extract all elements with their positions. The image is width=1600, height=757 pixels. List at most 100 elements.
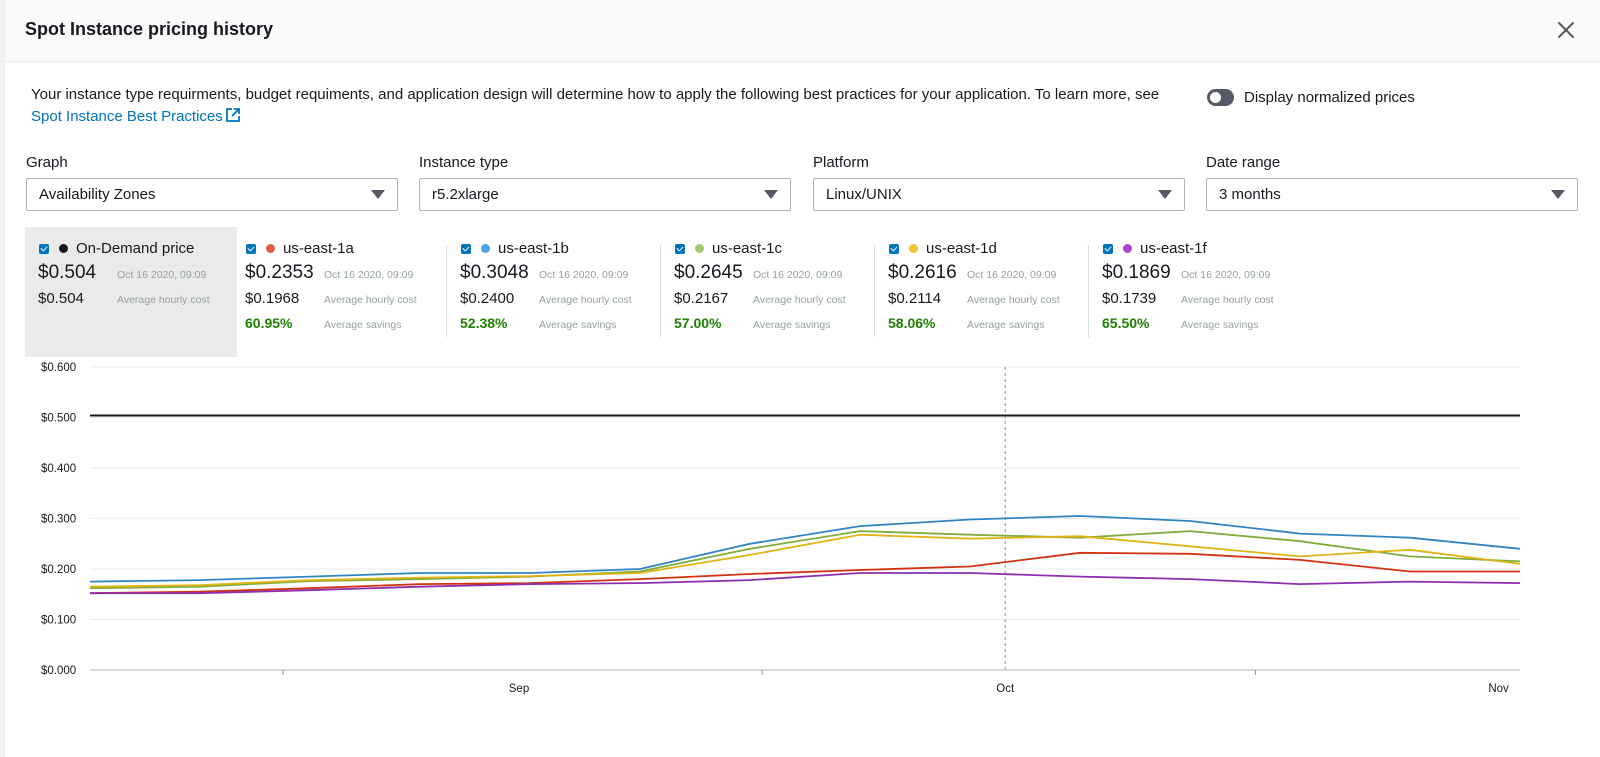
series-name: us-east-1d [926, 240, 997, 257]
series-name: us-east-1f [1140, 240, 1207, 257]
series-checkbox[interactable] [1103, 243, 1113, 254]
x-tick-label: Nov [1488, 683, 1509, 695]
series-line-us-east-1d [89, 533, 1521, 588]
price-timestamp: Oct 16 2020, 09:09 [967, 269, 1057, 281]
current-price: $0.1869 [1102, 262, 1171, 283]
average-cost: $0.504 [38, 290, 84, 307]
average-savings: 52.38% [460, 315, 508, 331]
average-cost: $0.2167 [674, 290, 729, 307]
current-price: $0.3048 [460, 262, 529, 283]
series-dot-icon [1123, 244, 1132, 253]
series-dot-icon [481, 244, 490, 253]
legend-card-us-east-1d[interactable]: us-east-1d $0.2616 Oct 16 2020, 09:09 $0… [874, 227, 1088, 357]
caret-down-icon [764, 190, 778, 199]
normalized-prices-toggle[interactable]: Display normalized prices [1207, 89, 1415, 106]
average-savings-label: Average savings [753, 319, 831, 331]
toggle-knob [1210, 92, 1221, 103]
series-line-us-east-1b [89, 515, 1521, 583]
series-line-us-east-1a [89, 551, 1520, 595]
legend-divider [874, 245, 875, 337]
series-checkbox[interactable] [246, 243, 256, 254]
filter-date-range: Date range 3 months [1206, 154, 1578, 211]
graph-select[interactable]: Availability Zones [26, 178, 398, 211]
intro-text: Your instance type requirments, budget r… [31, 84, 1181, 128]
series-name: On-Demand price [76, 240, 195, 257]
legend-card-us-east-1c[interactable]: us-east-1c $0.2645 Oct 16 2020, 09:09 $0… [660, 227, 874, 357]
filter-date-range-label: Date range [1206, 154, 1281, 171]
filter-instance-type-label: Instance type [419, 154, 509, 171]
series-name: us-east-1c [712, 240, 783, 257]
filter-instance-type: Instance type r5.2xlarge [419, 154, 791, 211]
best-practices-link[interactable]: Spot Instance Best Practices [31, 108, 241, 125]
filter-platform: Platform Linux/UNIX [813, 154, 1185, 211]
average-savings: 65.50% [1102, 315, 1150, 331]
filter-graph: Graph Availability Zones [26, 154, 398, 211]
average-cost: $0.2114 [888, 290, 942, 307]
price-timestamp: Oct 16 2020, 09:09 [753, 269, 843, 281]
average-cost-label: Average hourly cost [539, 294, 632, 306]
platform-select[interactable]: Linux/UNIX [813, 178, 1185, 211]
legend-card-us-east-1f[interactable]: us-east-1f $0.1869 Oct 16 2020, 09:09 $0… [1088, 227, 1302, 357]
average-savings-label: Average savings [324, 319, 402, 331]
series-checkbox[interactable] [889, 243, 899, 254]
x-tick-label: Sep [509, 683, 529, 695]
legend-card-us-east-1b[interactable]: us-east-1b $0.3048 Oct 16 2020, 09:09 $0… [446, 227, 660, 357]
x-tick-label: Oct [996, 683, 1015, 695]
y-tick-label: $0.300 [41, 514, 76, 526]
best-practices-link-label: Spot Instance Best Practices [31, 108, 223, 125]
close-icon[interactable] [1554, 18, 1578, 42]
current-price: $0.504 [38, 262, 97, 283]
instance-type-select-value: r5.2xlarge [432, 186, 499, 203]
price-timestamp: Oct 16 2020, 09:09 [117, 269, 207, 281]
intro-body: Your instance type requirments, budget r… [31, 86, 1160, 103]
average-cost-label: Average hourly cost [324, 294, 417, 306]
legend-divider [1088, 245, 1089, 337]
legend-divider [446, 245, 447, 337]
average-cost-label: Average hourly cost [1181, 294, 1274, 306]
series-dot-icon [909, 244, 918, 253]
series-dot-icon [59, 244, 68, 253]
average-savings-label: Average savings [1181, 319, 1259, 331]
legend-card-us-east-1a[interactable]: us-east-1a $0.2353 Oct 16 2020, 09:09 $0… [237, 227, 446, 357]
series-name: us-east-1a [283, 240, 354, 257]
average-cost-label: Average hourly cost [753, 294, 846, 306]
toggle-label: Display normalized prices [1244, 89, 1415, 106]
series-line-us-east-1c [89, 530, 1521, 590]
graph-select-value: Availability Zones [39, 186, 156, 203]
current-price: $0.2616 [888, 262, 957, 283]
filter-platform-label: Platform [813, 154, 869, 171]
y-tick-label: $0.000 [41, 665, 76, 677]
current-price: $0.2645 [674, 262, 743, 283]
modal-header: Spot Instance pricing history [5, 0, 1600, 62]
average-savings: 58.06% [888, 315, 936, 331]
toggle-switch[interactable] [1207, 89, 1234, 106]
external-link-icon [225, 108, 240, 122]
series-checkbox[interactable] [461, 243, 471, 254]
instance-type-select[interactable]: r5.2xlarge [419, 178, 791, 211]
background-rail [0, 0, 5, 757]
pricing-history-modal: Spot Instance pricing history Your insta… [5, 0, 1600, 757]
average-cost-label: Average hourly cost [117, 294, 210, 306]
price-timestamp: Oct 16 2020, 09:09 [539, 269, 629, 281]
legend-card-on-demand[interactable]: On-Demand price $0.504 Oct 16 2020, 09:0… [25, 227, 237, 357]
price-timestamp: Oct 16 2020, 09:09 [324, 269, 414, 281]
y-tick-label: $0.400 [41, 463, 76, 475]
average-cost: $0.1968 [245, 290, 300, 307]
current-price: $0.2353 [245, 262, 314, 283]
series-line-us-east-1f [90, 572, 1521, 595]
series-checkbox[interactable] [675, 243, 685, 254]
series-name: us-east-1b [498, 240, 569, 257]
date-range-select[interactable]: 3 months [1206, 178, 1578, 211]
series-checkbox[interactable] [39, 243, 49, 254]
pricing-history-chart[interactable]: $0.000 $0.100 $0.200 $0.300 $0.400 $0.500 $0.6… [5, 360, 1600, 700]
platform-select-value: Linux/UNIX [826, 186, 902, 203]
y-tick-label: $0.600 [41, 362, 76, 374]
average-savings-label: Average savings [539, 319, 617, 331]
date-range-select-value: 3 months [1219, 186, 1281, 203]
modal-title: Spot Instance pricing history [25, 19, 274, 39]
average-cost: $0.2400 [460, 290, 515, 307]
filter-graph-label: Graph [26, 154, 68, 171]
price-timestamp: Oct 16 2020, 09:09 [1181, 269, 1271, 281]
average-cost-label: Average hourly cost [967, 294, 1060, 306]
average-savings: 57.00% [674, 315, 722, 331]
